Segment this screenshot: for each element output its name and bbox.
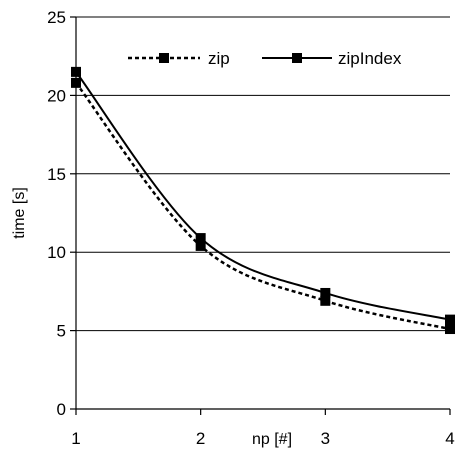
- axes: [70, 16, 451, 415]
- x-axis-label: np [#]: [252, 431, 292, 448]
- legend-label-zipindex: zipIndex: [338, 49, 402, 68]
- data-point-zipindex: [320, 287, 331, 298]
- y-axis-label: time [s]: [11, 187, 28, 239]
- series-line-zip: [75, 82, 451, 331]
- data-point-zipindex: [71, 66, 81, 77]
- y-tick-label: 25: [47, 8, 66, 27]
- data-point-zip: [195, 240, 206, 251]
- legend: zip zipIndex: [128, 49, 402, 68]
- y-tick-labels: 0 5 10 15 20 25: [47, 8, 66, 419]
- x-tick-label: 1: [71, 429, 80, 448]
- x-tick-label: 2: [196, 429, 205, 448]
- y-tick-label: 0: [57, 400, 66, 419]
- legend-marker-zip: [159, 53, 169, 63]
- grid-lines: [76, 16, 450, 332]
- y-tick-label: 5: [57, 322, 66, 341]
- data-point-zipindex: [445, 314, 455, 325]
- data-point-zip: [320, 295, 331, 306]
- y-tick-label: 10: [47, 243, 66, 262]
- data-point-zipindex: [195, 233, 206, 244]
- x-tick-label: 4: [445, 429, 454, 448]
- legend-label-zip: zip: [208, 49, 230, 68]
- series-group: [71, 66, 455, 335]
- y-tick-label: 20: [47, 86, 66, 105]
- data-point-zip: [445, 324, 455, 335]
- series-line-zipindex: [75, 71, 451, 321]
- y-tick-label: 15: [47, 165, 66, 184]
- legend-marker-zipindex: [292, 53, 302, 63]
- x-tick-label: 3: [321, 429, 330, 448]
- x-tick-labels: 1 2 3 4: [71, 429, 454, 448]
- data-point-zip: [71, 77, 81, 88]
